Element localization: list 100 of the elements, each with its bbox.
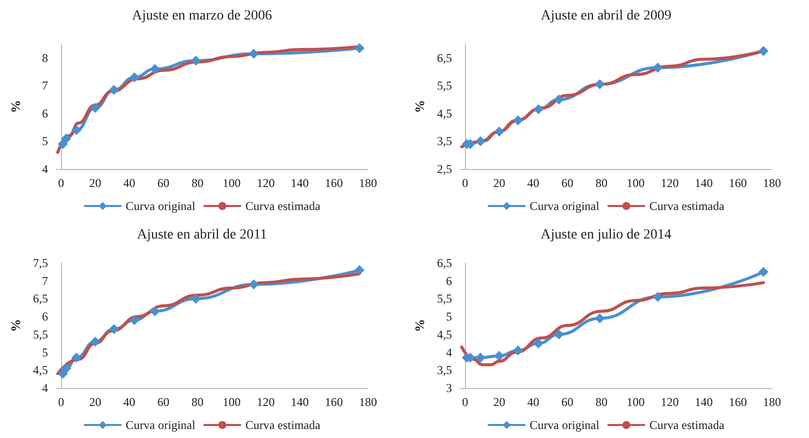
x-tick-label: 80 <box>192 176 204 190</box>
x-tick-label: 160 <box>324 395 343 409</box>
x-tick-label: 40 <box>527 395 540 409</box>
point <box>108 324 119 334</box>
point <box>494 350 504 361</box>
y-axis-title: % <box>412 319 427 332</box>
point <box>248 279 259 290</box>
x-tick-label: 0 <box>462 176 468 190</box>
point <box>758 266 768 277</box>
x-tick-label: 180 <box>359 176 377 190</box>
y-axis-title: % <box>412 100 427 113</box>
chart-title: Ajuste en marzo de 2006 <box>132 8 272 24</box>
y-tick-label: 2,5 <box>437 162 452 176</box>
y-tick-label: 5 <box>446 310 452 324</box>
x-tick-label: 20 <box>493 176 506 190</box>
legend-label: Curva original <box>126 418 196 432</box>
x-tick-label: 100 <box>626 176 645 190</box>
y-tick-label: 5 <box>42 134 48 148</box>
point <box>58 139 68 149</box>
point <box>150 64 160 74</box>
legend-label: Curva estimada <box>245 418 321 432</box>
point <box>71 352 82 363</box>
legend-label: Curva original <box>530 418 600 432</box>
point <box>533 104 544 114</box>
point <box>150 306 160 316</box>
x-tick-label: 40 <box>527 176 540 190</box>
point <box>71 125 82 136</box>
x-tick-label: 40 <box>123 395 136 409</box>
x-tick-label: 160 <box>324 176 343 190</box>
x-tick-label: 180 <box>763 395 781 409</box>
y-tick-label: 6 <box>42 310 48 324</box>
y-tick-label: 5,5 <box>437 78 452 93</box>
legend-label: Curva original <box>530 199 600 213</box>
point <box>594 79 605 90</box>
legend-label: Curva original <box>126 199 196 213</box>
point <box>512 115 523 126</box>
y-tick-label: 4 <box>446 345 452 360</box>
y-tick-label: 5 <box>42 345 48 360</box>
x-tick-label: 100 <box>626 395 645 409</box>
x-tick-label: 40 <box>123 176 136 190</box>
line-series <box>460 281 765 366</box>
y-tick-label: 3,5 <box>437 134 452 148</box>
x-tick-label: 80 <box>596 395 608 409</box>
y-axis-title: % <box>8 319 23 332</box>
x-tick-label: 180 <box>763 176 781 190</box>
point <box>533 338 544 348</box>
y-tick-label: 6,5 <box>33 292 48 306</box>
point <box>354 265 364 276</box>
y-tick-label: 4 <box>42 381 48 395</box>
y-axis-title: % <box>8 100 23 113</box>
x-tick-label: 120 <box>256 395 275 409</box>
x-tick-label: 100 <box>222 176 241 190</box>
x-tick-label: 20 <box>89 176 102 190</box>
y-tick-label: 7,5 <box>33 256 48 270</box>
x-tick-label: 140 <box>694 176 713 190</box>
x-tick-label: 160 <box>728 176 747 190</box>
x-tick-label: 140 <box>290 395 309 409</box>
y-tick-label: 6 <box>42 106 48 120</box>
x-tick-label: 20 <box>89 395 102 409</box>
y-tick-label: 6,5 <box>437 50 452 65</box>
y-tick-label: 7 <box>42 78 48 93</box>
x-tick-label: 80 <box>596 176 608 190</box>
legend-label: Curva estimada <box>649 418 725 432</box>
point <box>554 94 564 105</box>
point <box>758 46 768 56</box>
y-tick-label: 6,5 <box>437 256 452 270</box>
point <box>652 62 663 73</box>
x-tick-label: 80 <box>192 395 204 409</box>
y-tick-label: 4,5 <box>437 106 452 120</box>
x-tick-label: 60 <box>561 395 574 409</box>
y-tick-label: 4,5 <box>33 363 48 378</box>
point <box>248 48 259 59</box>
point <box>90 102 100 113</box>
point <box>475 352 486 363</box>
point <box>494 126 504 136</box>
x-tick-label: 20 <box>493 395 506 409</box>
chart-title: Ajuste en julio de 2014 <box>540 228 672 242</box>
x-tick-label: 60 <box>157 395 170 409</box>
x-tick-label: 160 <box>728 395 747 409</box>
point <box>129 72 140 82</box>
y-tick-label: 5,5 <box>33 327 48 342</box>
point <box>554 329 564 340</box>
legend-label: Curva estimada <box>245 199 321 213</box>
point <box>61 363 72 374</box>
point <box>354 43 364 54</box>
y-tick-label: 8 <box>42 50 48 65</box>
legend-label: Curva estimada <box>649 199 725 213</box>
y-tick-label: 6 <box>446 274 452 288</box>
x-tick-label: 120 <box>256 176 275 190</box>
x-tick-label: 120 <box>660 395 679 409</box>
y-tick-label: 4,5 <box>437 327 452 342</box>
y-tick-label: 4 <box>42 162 48 176</box>
point <box>90 336 100 347</box>
y-tick-label: 5,5 <box>437 292 452 306</box>
point <box>108 84 119 95</box>
point <box>129 315 140 326</box>
x-tick-label: 60 <box>157 176 170 190</box>
point <box>512 346 523 356</box>
point <box>594 313 605 324</box>
point <box>190 56 201 66</box>
